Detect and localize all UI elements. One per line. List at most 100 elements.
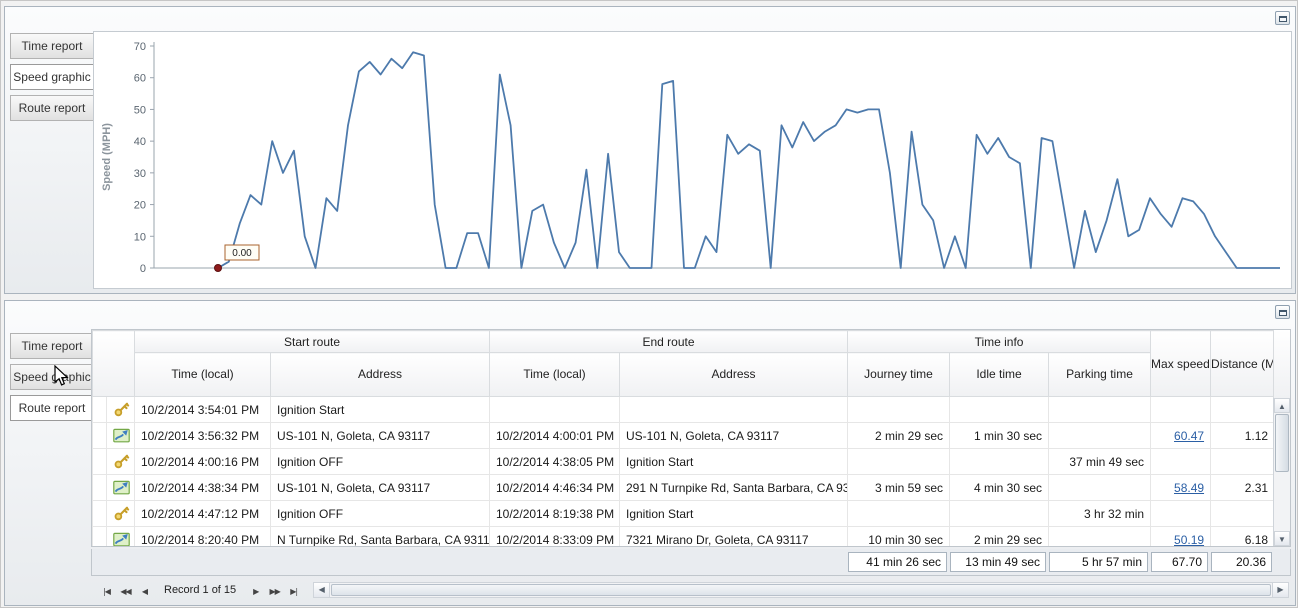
end-address-cell: Ignition Start — [618, 448, 849, 475]
end-address-cell: 7321 Mirano Dr, Goleta, CA 93117 — [618, 526, 849, 546]
svg-text:10: 10 — [134, 231, 146, 243]
svg-text:30: 30 — [134, 168, 146, 180]
max-speed-cell — [1150, 500, 1212, 527]
column-header-idle-time[interactable]: Idle time — [949, 352, 1050, 397]
distance-cell — [1210, 396, 1276, 423]
column-header-distance[interactable]: Distance (Miles) — [1210, 330, 1276, 397]
max-speed-cell: 58.49 — [1150, 474, 1212, 501]
idle-time-cell: 1 min 30 sec — [949, 422, 1050, 449]
route-table-row[interactable]: 10/2/2014 4:47:12 PM Ignition OFF 10/2/201… — [92, 500, 1276, 527]
end-time-cell: 10/2/2014 4:00:01 PM — [489, 422, 620, 449]
record-counter: Record 1 of 15 — [164, 584, 237, 596]
header-filler — [1273, 330, 1290, 398]
speed-line-chart[interactable]: 0 10 20 30 40 50 60 70 Speed (MPH) 0.00 — [94, 32, 1291, 288]
distance-cell: 2.31 — [1210, 474, 1276, 501]
svg-text:0.00: 0.00 — [232, 248, 252, 259]
collapse-bottom-panel-button[interactable] — [1275, 305, 1290, 319]
svg-text:0: 0 — [140, 263, 146, 275]
group-header-time-info[interactable]: Time info — [847, 330, 1152, 353]
route-map-icon — [106, 422, 135, 449]
summary-journey-time: 41 min 26 sec — [848, 552, 947, 572]
summary-row: 41 min 26 sec 13 min 49 sec 5 hr 57 min … — [91, 549, 1291, 576]
tab-route-report[interactable]: Route report — [10, 95, 94, 121]
row-indicator — [92, 448, 107, 475]
svg-text:Speed (MPH): Speed (MPH) — [101, 123, 113, 191]
end-time-cell: 10/2/2014 8:19:38 PM — [489, 500, 620, 527]
navigator-forward-buttons: ▶ ▶▶ ▶| — [246, 581, 303, 600]
svg-text:70: 70 — [134, 41, 146, 53]
ignition-key-icon — [106, 500, 135, 527]
distance-cell — [1210, 448, 1276, 475]
max-speed-link[interactable]: 60.47 — [1174, 428, 1205, 443]
next-page-button[interactable]: ▶▶ — [265, 583, 284, 599]
route-table-row[interactable]: 10/2/2014 4:38:34 PM US-101 N, Goleta, CA… — [92, 474, 1276, 501]
start-address-cell: Ignition OFF — [270, 500, 490, 527]
max-speed-link[interactable]: 50.19 — [1174, 532, 1205, 547]
prev-page-button[interactable]: ◀◀ — [116, 583, 135, 599]
vertical-scrollbar-thumb[interactable] — [1275, 414, 1289, 472]
scroll-down-icon[interactable]: ▼ — [1274, 531, 1290, 546]
end-time-cell — [489, 396, 620, 423]
collapse-icon — [1278, 16, 1287, 22]
scroll-right-icon[interactable]: ▶ — [1272, 583, 1288, 597]
idle-time-cell — [949, 448, 1050, 475]
horizontal-scrollbar[interactable]: ◀ ▶ — [313, 582, 1289, 598]
parking-time-cell: 3 hr 32 min — [1048, 500, 1152, 527]
column-header-max-speed[interactable]: Max speed (MPH) — [1150, 330, 1212, 397]
route-table: Start route End route Time info Max spee… — [92, 330, 1276, 547]
first-record-button[interactable]: |◀ — [97, 583, 116, 599]
record-navigator: |◀ ◀◀ ◀ Record 1 of 15 ▶ ▶▶ ▶| ◀ ▶ — [91, 578, 1291, 602]
column-header-end-address[interactable]: Address — [618, 352, 849, 397]
prev-record-button[interactable]: ◀ — [135, 583, 154, 599]
column-header-end-time[interactable]: Time (local) — [489, 352, 620, 397]
svg-text:60: 60 — [134, 73, 146, 85]
row-indicator — [92, 500, 107, 527]
summary-parking-time: 5 hr 57 min — [1049, 552, 1148, 572]
tab-route-report[interactable]: Route report — [10, 395, 94, 421]
route-table-row[interactable]: 10/2/2014 3:56:32 PM US-101 N, Goleta, CA… — [92, 422, 1276, 449]
speed-chart-area: 0 10 20 30 40 50 60 70 Speed (MPH) 0.00 — [93, 31, 1292, 289]
idle-time-cell: 4 min 30 sec — [949, 474, 1050, 501]
column-header-row: Time (local) Address Time (local) Addres… — [93, 352, 1275, 397]
next-record-button[interactable]: ▶ — [246, 583, 265, 599]
journey-time-cell: 2 min 29 sec — [847, 422, 951, 449]
parking-time-cell — [1048, 474, 1152, 501]
distance-cell: 6.18 — [1210, 526, 1276, 546]
collapse-icon — [1278, 310, 1287, 316]
summary-idle-time: 13 min 49 sec — [950, 552, 1046, 572]
distance-cell — [1210, 500, 1276, 527]
vertical-scrollbar[interactable]: ▲ ▼ — [1273, 398, 1290, 546]
column-header-start-address[interactable]: Address — [270, 352, 490, 397]
tab-time-report[interactable]: Time report — [10, 333, 94, 359]
route-table-row[interactable]: 10/2/2014 4:00:16 PM Ignition OFF 10/2/201… — [92, 448, 1276, 475]
column-header-journey-time[interactable]: Journey time — [847, 352, 951, 397]
max-speed-cell: 60.47 — [1150, 422, 1212, 449]
route-table-row[interactable]: 10/2/2014 8:20:40 PM N Turnpike Rd, Santa… — [92, 526, 1276, 547]
route-report-grid: Start route End route Time info Max spee… — [91, 329, 1291, 547]
group-header-start-route[interactable]: Start route — [134, 330, 490, 353]
start-time-cell: 10/2/2014 3:54:01 PM — [134, 396, 271, 423]
tab-time-report[interactable]: Time report — [10, 33, 94, 59]
max-speed-link[interactable]: 58.49 — [1174, 480, 1205, 495]
route-table-row[interactable]: 10/2/2014 3:54:01 PM Ignition Start — [92, 396, 1276, 423]
group-header-row: Start route End route Time info Max spee… — [92, 330, 1276, 397]
collapse-top-panel-button[interactable] — [1275, 11, 1290, 25]
speed-graphic-panel: Time report Speed graphic Route report 0… — [4, 6, 1296, 294]
group-header-end-route[interactable]: End route — [488, 330, 849, 353]
column-header-parking-time[interactable]: Parking time — [1048, 352, 1152, 397]
scroll-left-icon[interactable]: ◀ — [314, 583, 331, 597]
start-time-cell: 10/2/2014 4:38:34 PM — [134, 474, 271, 501]
scroll-up-icon[interactable]: ▲ — [1274, 398, 1290, 413]
tab-speed-graphic[interactable]: Speed graphic — [10, 64, 94, 90]
idle-time-cell — [949, 396, 1050, 423]
start-address-cell: Ignition Start — [270, 396, 490, 423]
route-map-icon — [106, 526, 135, 546]
journey-time-cell: 3 min 59 sec — [847, 474, 951, 501]
tab-speed-graphic[interactable]: Speed graphic — [10, 364, 94, 390]
horizontal-scrollbar-thumb[interactable] — [331, 584, 1271, 596]
column-header-start-time[interactable]: Time (local) — [134, 352, 271, 397]
end-address-cell: Ignition Start — [618, 500, 849, 527]
max-speed-cell — [1150, 448, 1212, 475]
journey-time-cell — [847, 500, 951, 527]
last-record-button[interactable]: ▶| — [284, 583, 303, 599]
